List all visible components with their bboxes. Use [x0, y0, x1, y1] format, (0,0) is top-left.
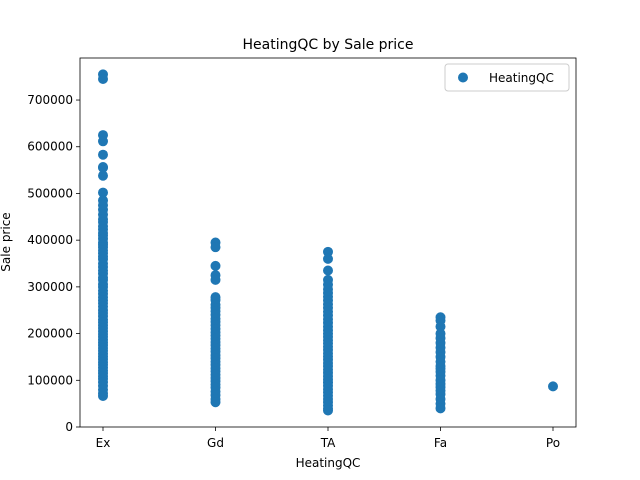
data-point: [98, 136, 108, 147]
data-point: [98, 149, 108, 160]
data-point: [98, 170, 108, 181]
legend-label: HeatingQC: [489, 71, 554, 85]
data-point: [210, 242, 221, 253]
y-tick-label: 0: [65, 420, 73, 434]
data-point: [98, 187, 108, 198]
y-tick-label: 500000: [27, 186, 73, 200]
chart-title: HeatingQC by Sale price: [243, 37, 414, 53]
scatter-points: [98, 69, 558, 416]
data-point: [323, 405, 333, 416]
data-point: [323, 253, 333, 264]
y-tick-label: 200000: [27, 327, 73, 341]
data-point: [210, 397, 221, 408]
data-point: [435, 321, 446, 332]
data-point: [210, 260, 221, 271]
x-tick-label: Ex: [96, 436, 111, 450]
y-axis-label: Sale price: [0, 212, 13, 271]
x-tick-label: Fa: [434, 436, 447, 450]
y-tick-label: 100000: [27, 373, 73, 387]
data-point: [323, 246, 333, 257]
x-axis-ticks: Ex Gd TA Fa Po: [96, 427, 560, 450]
y-tick-label: 300000: [27, 280, 73, 294]
data-point: [98, 74, 108, 85]
legend-box: [444, 63, 570, 92]
data-point: [210, 274, 221, 285]
y-tick-label: 600000: [27, 140, 73, 154]
x-tick-label: Gd: [207, 436, 224, 450]
x-tick-label: Po: [546, 436, 560, 450]
data-point: [548, 381, 558, 392]
data-point: [323, 265, 333, 276]
data-point: [98, 390, 108, 401]
x-axis-label: HeatingQC: [296, 456, 361, 470]
x-tick-label: TA: [320, 436, 336, 450]
data-point: [98, 162, 108, 173]
legend: HeatingQC: [444, 63, 570, 92]
data-point: [435, 403, 446, 414]
legend-marker: [458, 72, 468, 83]
y-tick-label: 400000: [27, 233, 73, 247]
y-axis-ticks: 0 100000 200000 300000 400000 500000 600000 700…: [27, 93, 80, 434]
y-tick-label: 700000: [27, 93, 73, 107]
